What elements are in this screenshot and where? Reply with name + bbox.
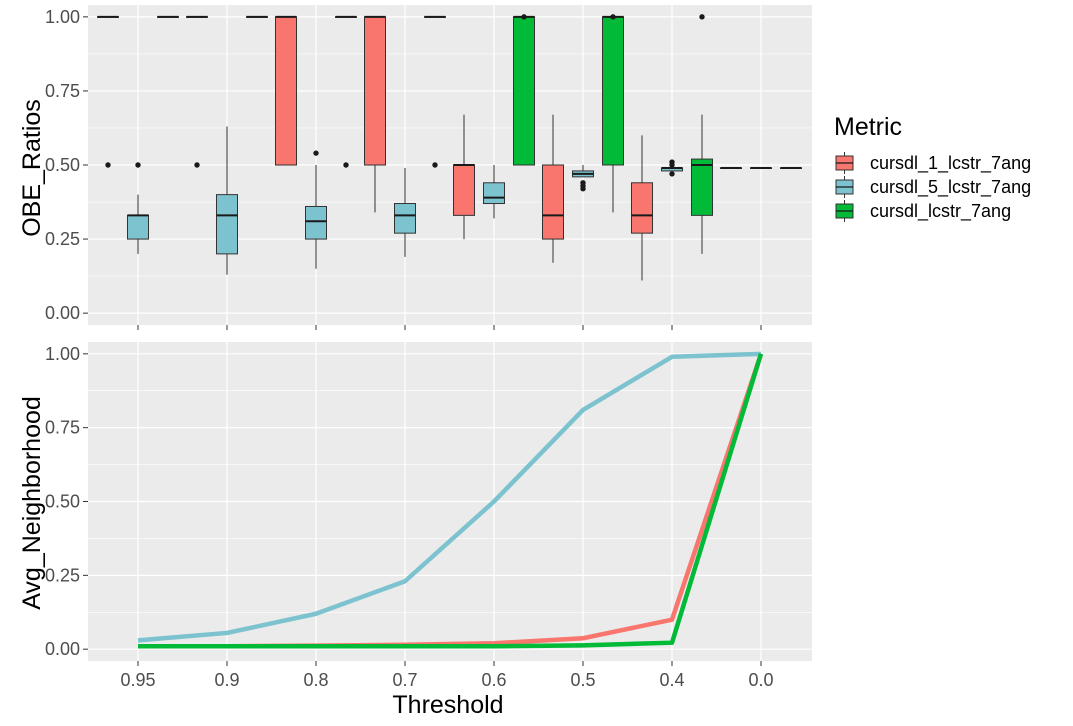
y-tick-label: 0.75	[45, 81, 80, 101]
y-tick-label: 0.25	[45, 565, 80, 585]
bottom-y-axis-title: Avg_Neighborhood	[18, 396, 46, 610]
box-outlier	[669, 159, 675, 165]
box-body	[453, 164, 475, 216]
y-tick-label: 0.00	[45, 639, 80, 659]
box-body	[394, 203, 416, 234]
box-body	[513, 16, 535, 166]
series-line	[138, 353, 764, 649]
x-tick-label: 0.6	[481, 670, 506, 690]
x-tick-label: 0.4	[659, 670, 684, 690]
box-body	[631, 182, 653, 234]
x-tick-label: 0.7	[392, 670, 417, 690]
y-tick-label: 0.75	[45, 418, 80, 438]
legend-label: cursdl_5_lcstr_7ang	[870, 177, 1031, 198]
y-tick-label: 0.25	[45, 229, 80, 249]
box-outlier	[105, 162, 111, 168]
box-outlier	[699, 14, 705, 20]
box-outlier	[135, 162, 141, 168]
y-tick-label: 0.50	[45, 492, 80, 512]
box-body	[602, 16, 624, 166]
y-tick-label: 1.00	[45, 7, 80, 27]
box-body	[483, 182, 505, 205]
box-outlier	[194, 162, 200, 168]
boxplot-panel: 0.00 0.25 0.50 0.75 1.00	[45, 5, 812, 330]
legend: Metric cursdl_1_lcstr_7ang cursdl_5_lcstr…	[834, 113, 1031, 222]
box-outlier	[313, 150, 319, 156]
y-tick-label: 0.00	[45, 303, 80, 323]
box-body	[127, 214, 149, 240]
box-body	[691, 158, 713, 216]
x-tick-label: 0.0	[748, 670, 773, 690]
box-outlier	[343, 162, 349, 168]
top-y-axis-title: OBE_Ratios	[18, 99, 46, 237]
box-body	[305, 205, 327, 240]
y-tick-label: 1.00	[45, 344, 80, 364]
box-body	[275, 16, 297, 166]
box-outlier	[610, 14, 616, 20]
box-outlier	[521, 14, 527, 20]
y-tick-label: 0.50	[45, 155, 80, 175]
series-line	[137, 351, 762, 643]
x-tick-label: 0.9	[214, 670, 239, 690]
x-tick-label: 0.5	[570, 670, 595, 690]
line-panel: 0.00 0.25 0.50 0.75 1.00 0.95 0.9 0.8 0.7 0.6 0.5 0…	[45, 342, 812, 690]
box-outlier	[580, 180, 586, 186]
x-axis-title: Threshold	[392, 691, 503, 719]
legend-title: Metric	[834, 113, 902, 141]
box-outlier	[669, 171, 675, 177]
box-body	[216, 194, 238, 255]
box-body	[542, 164, 564, 240]
x-tick-label: 0.8	[303, 670, 328, 690]
box-outlier	[432, 162, 438, 168]
legend-label: cursdl_1_lcstr_7ang	[870, 153, 1031, 174]
x-tick-label: 0.95	[120, 670, 155, 690]
legend-label: cursdl_lcstr_7ang	[870, 201, 1011, 222]
box-body	[364, 16, 386, 166]
